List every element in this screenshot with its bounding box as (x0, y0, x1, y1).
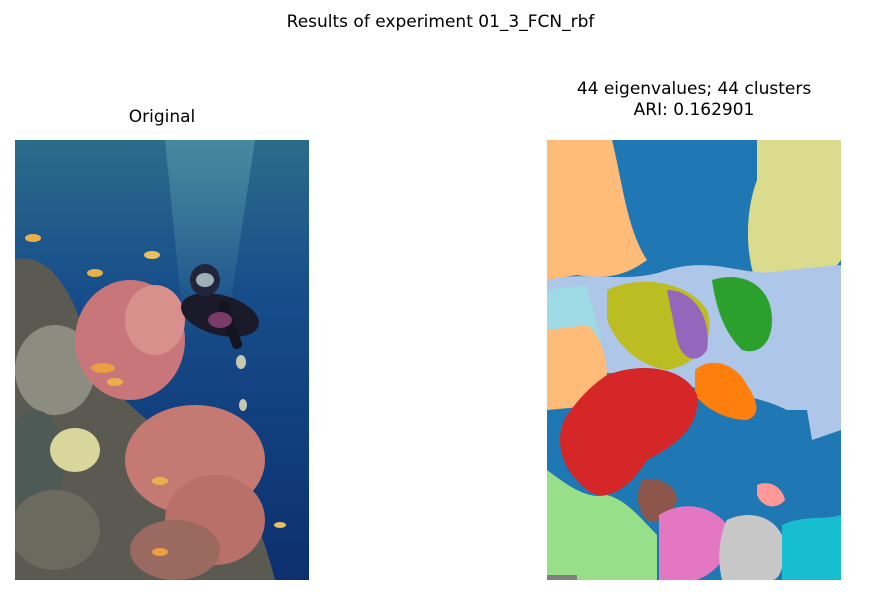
ari-score: ARI: 0.162901 (633, 100, 755, 120)
original-title: Original (128, 107, 196, 127)
segmentation-image-drawing (547, 140, 841, 580)
segmentation-image (547, 140, 841, 580)
original-image (15, 140, 309, 580)
clusters-title: 44 eigenvalues; 44 clusters ARI: 0.16290… (500, 79, 881, 121)
clusters-title-line1: 44 eigenvalues; 44 clusters (576, 79, 812, 99)
original-image-drawing (15, 140, 309, 580)
figure-title: Results of experiment 01_3_FCN_rbf (286, 12, 595, 32)
